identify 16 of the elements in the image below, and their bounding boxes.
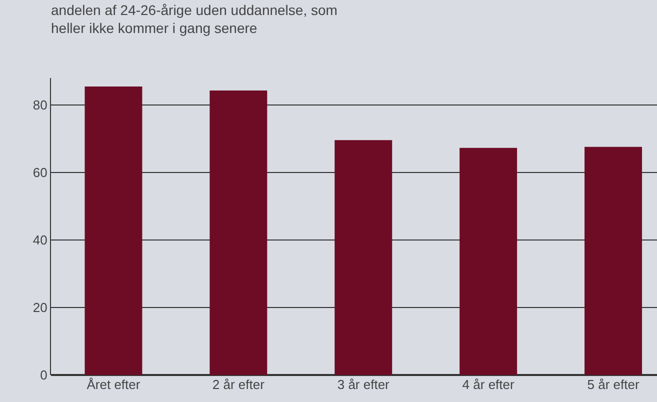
y-tick-label: 40 [32, 232, 48, 248]
y-tick-label: 60 [32, 165, 48, 180]
x-tick-label: Året efter [86, 377, 141, 392]
x-tick-label: 5 år efter [587, 377, 640, 392]
y-tick-label: 20 [32, 300, 48, 316]
bar [210, 90, 268, 375]
x-tick-label: 3 år efter [337, 377, 390, 392]
x-tick-label: 2 år efter [212, 377, 266, 392]
bar [84, 86, 142, 375]
x-tick-label: 4 år efter [462, 377, 515, 392]
y-tick-label: 0 [40, 368, 48, 383]
y-tick-label: 80 [32, 98, 48, 113]
bar [334, 140, 392, 375]
bar [584, 146, 642, 375]
bar [460, 148, 518, 375]
chart-title: andelen af 24-26-årige uden uddannelse, som heller ikke kommer i gang senere [51, 2, 338, 36]
